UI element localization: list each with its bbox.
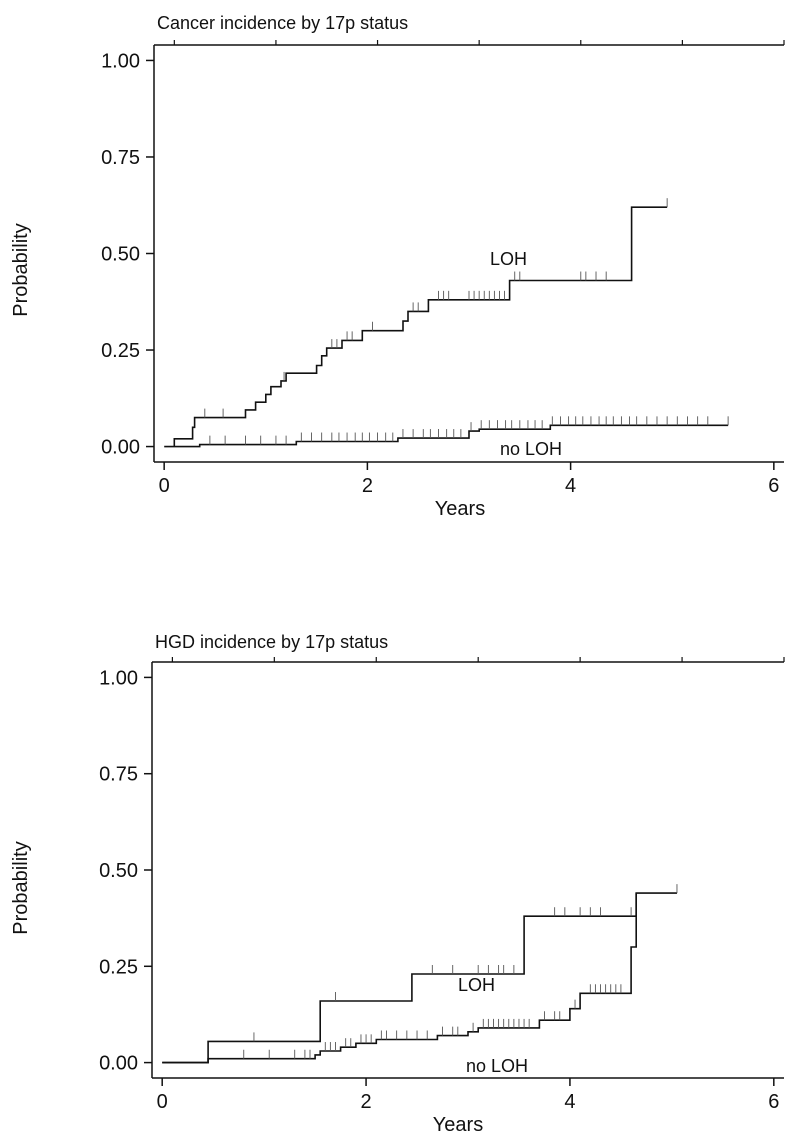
series-line bbox=[162, 892, 677, 1064]
y-tick-label: 0.75 bbox=[101, 147, 140, 169]
x-axis-label: Years bbox=[433, 1114, 483, 1133]
cancer-incidence-chart: Cancer incidence by 17p status Probabili… bbox=[10, 13, 785, 520]
x-tick-label: 4 bbox=[565, 475, 576, 497]
hgd-incidence-chart: HGD incidence by 17p status Probability … bbox=[10, 632, 785, 1133]
series-line bbox=[164, 424, 729, 448]
series-line bbox=[162, 893, 637, 1064]
y-tick-label: 0.25 bbox=[101, 340, 140, 362]
y-axis-label: Probability bbox=[10, 223, 32, 316]
x-tick-label: 2 bbox=[362, 475, 373, 497]
series-layer bbox=[164, 198, 729, 448]
x-tick-label: 4 bbox=[564, 1091, 575, 1113]
y-tick-label: 0.50 bbox=[99, 860, 138, 882]
tick-layer: 0.00 0.25 0.50 0.75 1.00 0 2 4 6 bbox=[101, 40, 785, 497]
y-tick-label: 0.25 bbox=[99, 956, 138, 978]
x-tick-label: 6 bbox=[768, 475, 779, 497]
y-tick-label: 0.00 bbox=[101, 437, 140, 459]
series-label-loh: LOH bbox=[458, 975, 495, 995]
x-tick-label: 2 bbox=[361, 1091, 372, 1113]
y-tick-label: 0.75 bbox=[99, 764, 138, 786]
y-tick-label: 1.00 bbox=[101, 50, 140, 72]
series-layer bbox=[162, 884, 678, 1064]
x-axis-label: Years bbox=[435, 498, 485, 520]
chart-title: HGD incidence by 17p status bbox=[155, 632, 388, 652]
series-label-no-loh: no LOH bbox=[500, 439, 562, 459]
series-label-loh: LOH bbox=[490, 249, 527, 269]
x-tick-label: 0 bbox=[157, 1091, 168, 1113]
chart-title: Cancer incidence by 17p status bbox=[157, 13, 408, 33]
x-tick-label: 6 bbox=[768, 1091, 779, 1113]
y-tick-label: 0.50 bbox=[101, 244, 140, 266]
y-tick-label: 1.00 bbox=[99, 667, 138, 689]
x-tick-label: 0 bbox=[159, 475, 170, 497]
y-tick-label: 0.00 bbox=[99, 1053, 138, 1075]
y-axis-label: Probability bbox=[10, 841, 32, 934]
series-line bbox=[173, 206, 668, 447]
series-label-no-loh: no LOH bbox=[466, 1056, 528, 1076]
tick-layer: 0.00 0.25 0.50 0.75 1.00 0 2 4 6 bbox=[99, 657, 785, 1113]
